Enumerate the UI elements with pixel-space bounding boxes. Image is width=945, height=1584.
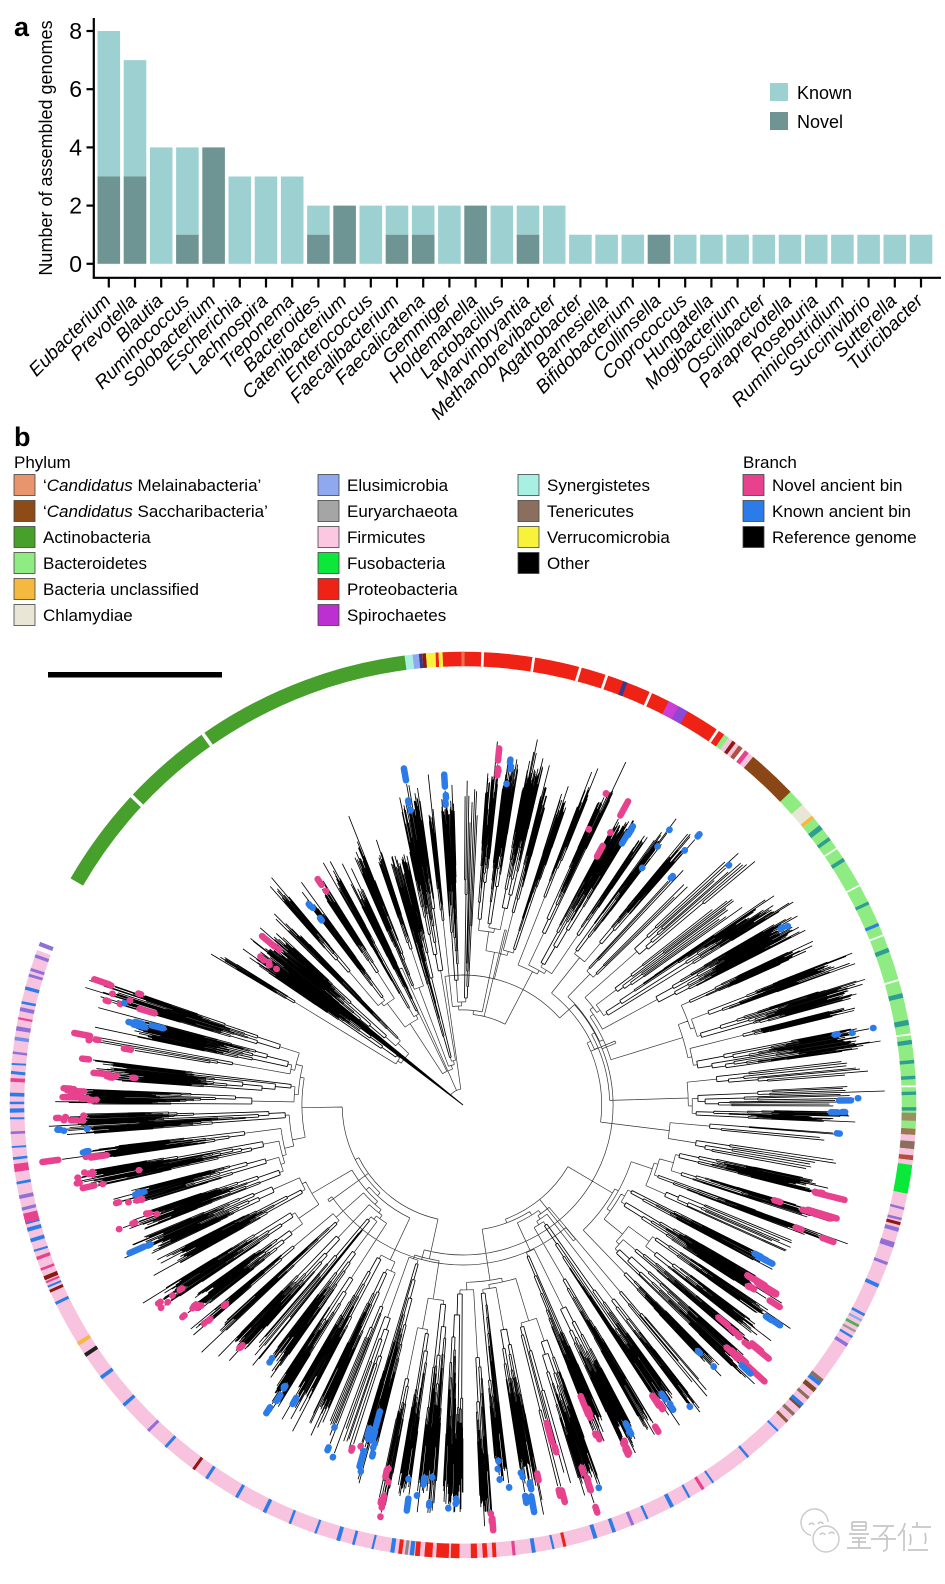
svg-text:Euryarchaeota: Euryarchaeota — [347, 502, 458, 521]
svg-text:Novel ancient bin: Novel ancient bin — [772, 476, 902, 495]
svg-text:Branch: Branch — [743, 453, 797, 472]
svg-text:Chlamydiae: Chlamydiae — [43, 606, 133, 625]
svg-text:Tenericutes: Tenericutes — [547, 502, 634, 521]
svg-text:Known: Known — [797, 83, 852, 103]
svg-text:Reference genome: Reference genome — [772, 528, 917, 547]
svg-text:Proteobacteria: Proteobacteria — [347, 580, 458, 599]
svg-text:Phylum: Phylum — [14, 453, 71, 472]
svg-text:6: 6 — [69, 76, 82, 102]
svg-text:Firmicutes: Firmicutes — [347, 528, 425, 547]
svg-text:Bacteria unclassified: Bacteria unclassified — [43, 580, 199, 599]
svg-text:Novel: Novel — [797, 112, 843, 132]
svg-text:Number of assembled genomes: Number of assembled genomes — [36, 20, 56, 275]
svg-text:Synergistetes: Synergistetes — [547, 476, 650, 495]
svg-text:8: 8 — [69, 18, 82, 44]
svg-text:Known ancient bin: Known ancient bin — [772, 502, 911, 521]
svg-text:a: a — [14, 12, 30, 42]
svg-text:‘Candidatus Melainabacteria’: ‘Candidatus Melainabacteria’ — [43, 476, 261, 495]
svg-text:Spirochaetes: Spirochaetes — [347, 606, 446, 625]
svg-text:0: 0 — [69, 251, 82, 277]
svg-text:4: 4 — [69, 134, 82, 160]
svg-text:Verrucomicrobia: Verrucomicrobia — [547, 528, 670, 547]
svg-text:Elusimicrobia: Elusimicrobia — [347, 476, 449, 495]
svg-text:Bacteroidetes: Bacteroidetes — [43, 554, 147, 573]
svg-text:‘Candidatus Saccharibacteria’: ‘Candidatus Saccharibacteria’ — [43, 502, 268, 521]
svg-text:Actinobacteria: Actinobacteria — [43, 528, 151, 547]
svg-text:Fusobacteria: Fusobacteria — [347, 554, 446, 573]
svg-text:b: b — [14, 422, 31, 452]
svg-text:Other: Other — [547, 554, 590, 573]
svg-text:2: 2 — [69, 193, 82, 219]
